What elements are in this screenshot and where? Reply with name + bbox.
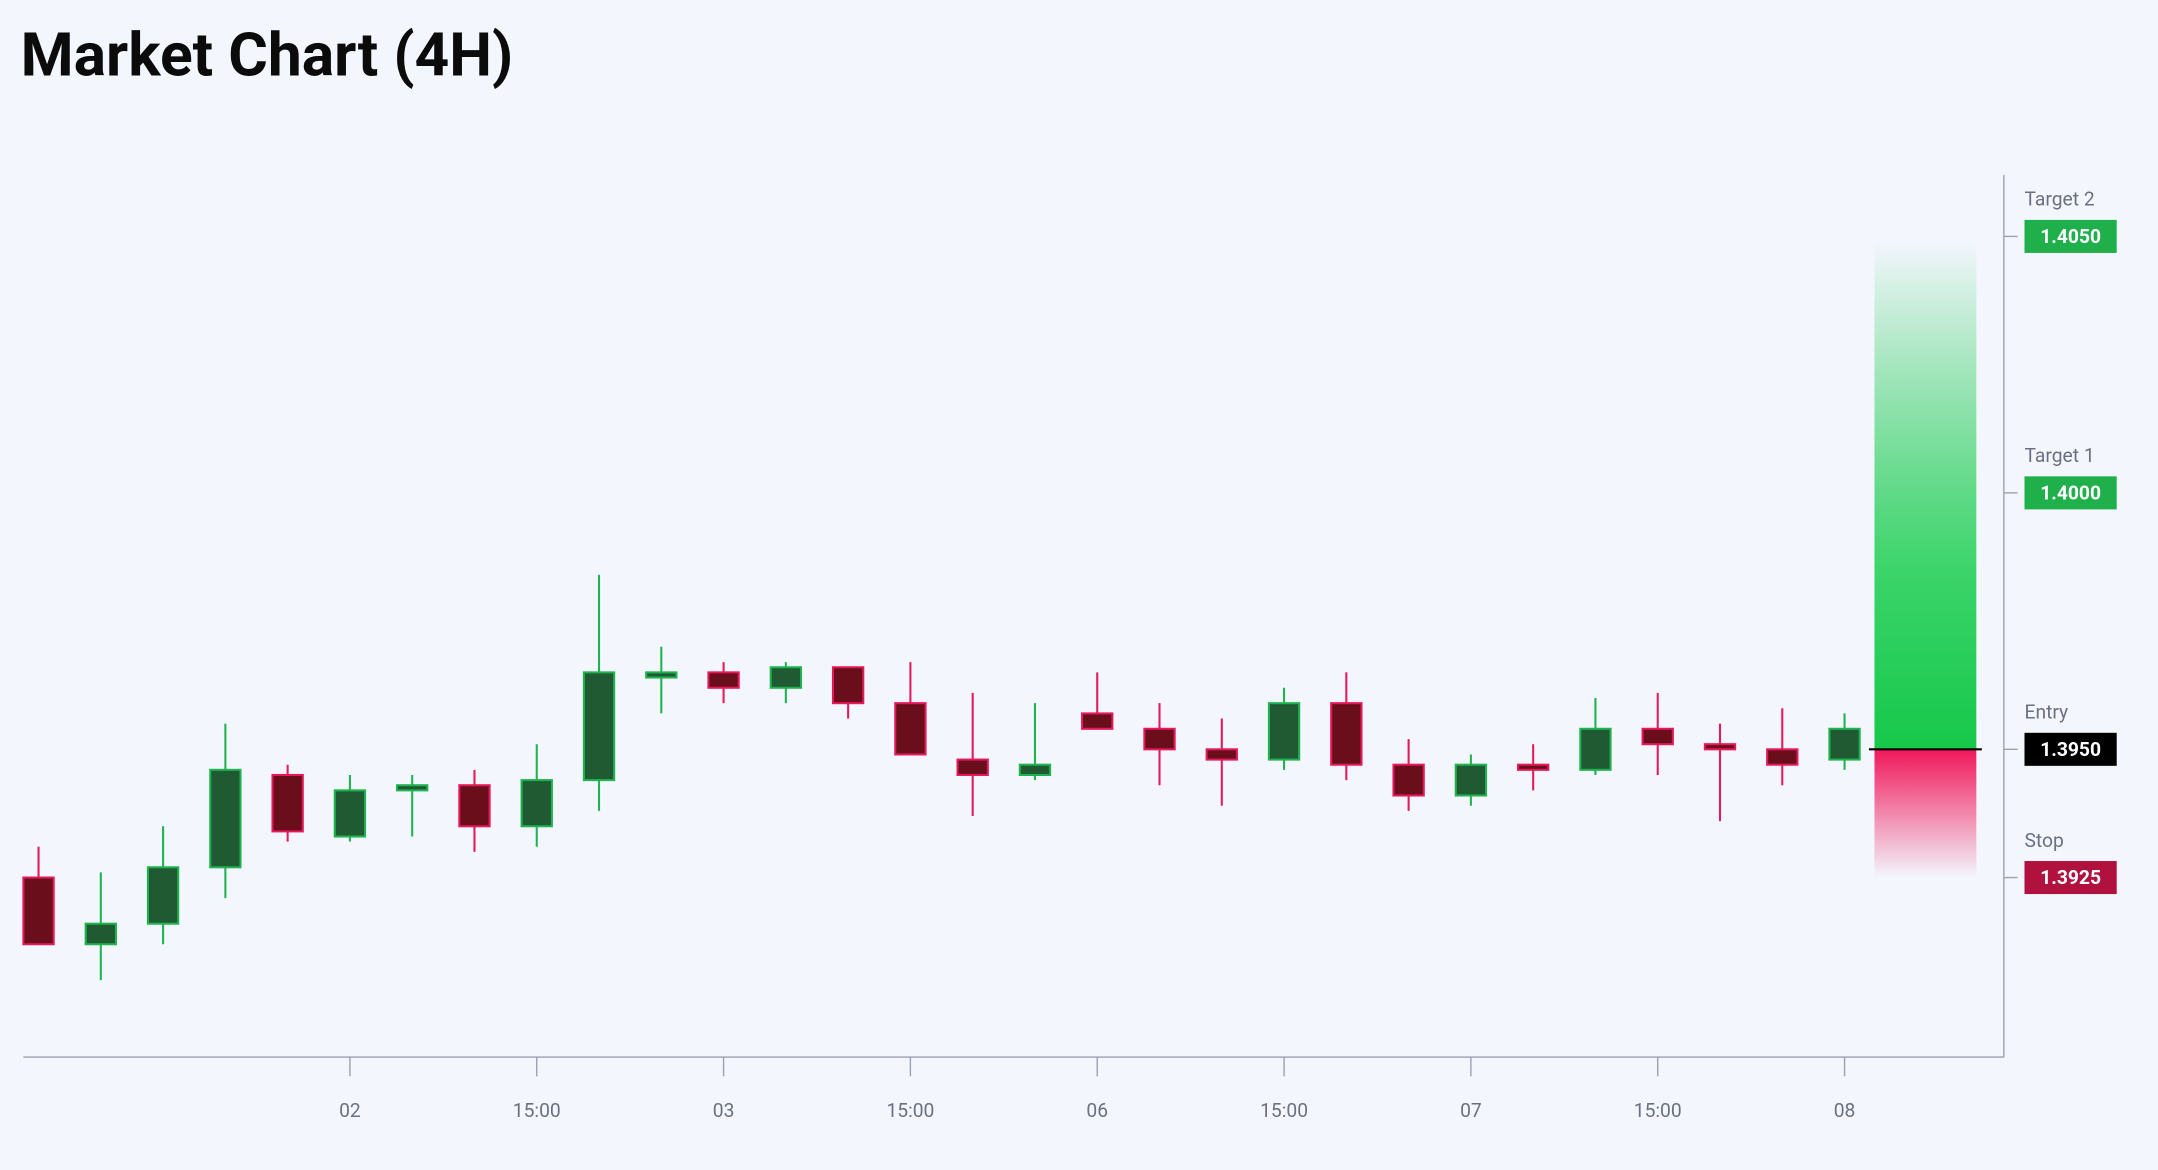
level-badge	[2024, 732, 2117, 766]
x-tick-label: 08	[1834, 1099, 1856, 1122]
candle-body	[1143, 727, 1176, 751]
x-tick-label: 02	[339, 1099, 361, 1122]
level-badge	[2024, 219, 2117, 253]
candle-body	[1516, 763, 1550, 771]
candle-body	[1330, 702, 1363, 766]
candle-body	[1081, 712, 1114, 730]
candle-body	[645, 671, 678, 679]
x-tick-label: 07	[1460, 1099, 1482, 1122]
chart-title: Market Chart (4H)	[21, 19, 514, 90]
level-name: Target 2	[2025, 188, 2095, 211]
candle-body	[956, 758, 989, 776]
x-tick-label: 06	[1086, 1099, 1108, 1122]
candle-body	[831, 666, 865, 705]
candle-body	[1392, 763, 1425, 797]
candle-body	[582, 671, 616, 782]
candle-body	[458, 784, 491, 828]
y-tick-label: 1.4000	[2040, 481, 2101, 504]
candle-body	[1579, 727, 1612, 771]
level-badge	[2024, 861, 2117, 895]
candle-body	[1267, 702, 1301, 761]
loss-zone	[1874, 749, 1977, 878]
x-tick-label: 15:00	[1634, 1099, 1682, 1122]
candle-body	[396, 784, 429, 792]
candle-body	[146, 866, 180, 925]
candle-body	[209, 768, 242, 869]
candle-body	[22, 876, 55, 946]
x-tick-label: 15:00	[1260, 1099, 1308, 1122]
y-tick-label: 1.3950	[2040, 738, 2101, 761]
level-badge	[2024, 476, 2117, 510]
candle-body	[520, 779, 553, 828]
candle-body	[1205, 748, 1238, 761]
candle-body	[84, 922, 117, 946]
candle-body	[894, 702, 927, 756]
candle-body	[707, 671, 740, 689]
candle-body	[1703, 743, 1737, 751]
x-tick-label: 15:00	[513, 1099, 561, 1122]
candle-body	[1641, 727, 1674, 746]
profit-zone	[1874, 241, 1977, 750]
candle-body	[769, 666, 803, 689]
x-tick-label: 15:00	[886, 1099, 934, 1122]
candle-body	[1018, 763, 1052, 776]
y-tick-label: 1.3925	[2040, 866, 2101, 889]
candle-body	[271, 773, 304, 833]
x-tick-label: 03	[713, 1099, 735, 1122]
level-name: Entry	[2025, 701, 2069, 724]
level-name: Stop	[2025, 829, 2064, 852]
candle-body	[1454, 763, 1488, 797]
level-name: Target 1	[2025, 444, 2095, 467]
y-tick-label: 1.4050	[2040, 225, 2101, 248]
candle-body	[1766, 748, 1799, 766]
candle-body	[333, 789, 367, 838]
candle-body	[1828, 727, 1861, 761]
